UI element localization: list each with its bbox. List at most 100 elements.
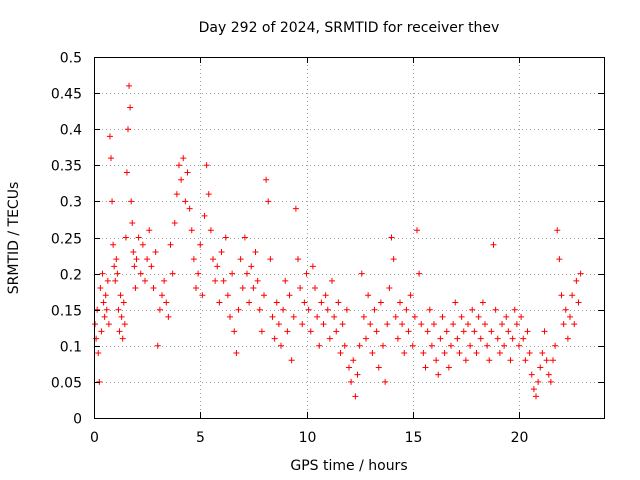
- data-point: [128, 198, 135, 205]
- data-point: [526, 350, 533, 357]
- data-point: [462, 357, 469, 364]
- data-point: [137, 270, 144, 277]
- data-point: [513, 321, 520, 328]
- data-point: [505, 328, 512, 335]
- data-point: [156, 306, 163, 313]
- data-point: [547, 378, 554, 385]
- data-point: [130, 248, 137, 255]
- data-point: [98, 328, 105, 335]
- data-point: [422, 364, 429, 371]
- data-point: [518, 313, 525, 320]
- data-point: [386, 285, 393, 292]
- data-point: [537, 364, 544, 371]
- data-point: [117, 292, 124, 299]
- y-tick-label: 0.2: [60, 268, 82, 284]
- data-point: [123, 169, 130, 176]
- data-point: [103, 306, 110, 313]
- data-point: [424, 328, 431, 335]
- data-point: [212, 277, 219, 284]
- data-point: [100, 299, 107, 306]
- data-point: [426, 306, 433, 313]
- data-point: [541, 328, 548, 335]
- data-point: [135, 234, 142, 241]
- data-point: [119, 335, 126, 342]
- data-point: [320, 321, 327, 328]
- data-point: [246, 299, 253, 306]
- data-point: [509, 335, 516, 342]
- data-point: [435, 371, 442, 378]
- data-point: [131, 263, 138, 270]
- data-point: [458, 313, 465, 320]
- data-point: [397, 299, 403, 306]
- data-point: [125, 126, 131, 133]
- data-point: [112, 277, 119, 284]
- data-point: [467, 342, 474, 349]
- data-point: [333, 328, 340, 335]
- grid-layer: [94, 57, 604, 418]
- data-point: [369, 350, 376, 357]
- data-point: [352, 393, 359, 400]
- data-point: [127, 104, 134, 111]
- data-point: [409, 342, 416, 349]
- data-point: [441, 350, 448, 357]
- data-point: [220, 277, 227, 284]
- data-point: [407, 292, 414, 299]
- data-point: [522, 357, 529, 364]
- data-point: [486, 357, 493, 364]
- data-point: [543, 357, 550, 364]
- data-point: [567, 313, 573, 320]
- data-point: [271, 335, 278, 342]
- data-point: [494, 335, 501, 342]
- data-point: [214, 263, 221, 270]
- data-point: [335, 299, 342, 306]
- data-point: [346, 364, 352, 371]
- data-point: [414, 227, 420, 234]
- data-point: [282, 277, 289, 284]
- data-point: [401, 350, 408, 357]
- data-point: [577, 270, 584, 277]
- data-point: [539, 350, 546, 357]
- data-point: [377, 299, 384, 306]
- data-point: [454, 335, 461, 342]
- data-point: [418, 321, 425, 328]
- data-point: [96, 378, 103, 385]
- data-point: [573, 277, 580, 284]
- data-point: [348, 378, 355, 385]
- data-point: [550, 357, 556, 364]
- data-point: [528, 371, 535, 378]
- data-point: [324, 306, 331, 313]
- data-point: [360, 313, 367, 320]
- data-point: [244, 270, 250, 277]
- data-point: [301, 299, 308, 306]
- data-point: [120, 299, 127, 306]
- data-point: [443, 328, 450, 335]
- data-point: [562, 306, 569, 313]
- x-tick-label: 5: [196, 430, 205, 446]
- data-point: [337, 350, 344, 357]
- data-point: [278, 342, 284, 349]
- data-point: [448, 342, 454, 349]
- y-tick-label: 0.25: [51, 232, 82, 248]
- data-point: [358, 270, 365, 277]
- data-point: [371, 306, 378, 313]
- data-point: [218, 248, 225, 255]
- data-point: [530, 386, 537, 393]
- data-point: [373, 328, 380, 335]
- data-point: [367, 321, 374, 328]
- data-points: [92, 82, 584, 400]
- data-point: [233, 350, 240, 357]
- x-tick-label: 10: [299, 430, 317, 446]
- data-point: [471, 328, 478, 335]
- data-point: [146, 227, 153, 234]
- data-point: [188, 227, 195, 234]
- data-point: [241, 234, 248, 241]
- data-point: [326, 335, 333, 342]
- data-point: [545, 371, 552, 378]
- data-point: [184, 169, 191, 176]
- data-point: [122, 234, 129, 241]
- data-point: [132, 285, 139, 292]
- data-point: [163, 299, 170, 306]
- data-point: [564, 335, 571, 342]
- x-tick-label: 20: [511, 430, 529, 446]
- data-point: [388, 234, 395, 241]
